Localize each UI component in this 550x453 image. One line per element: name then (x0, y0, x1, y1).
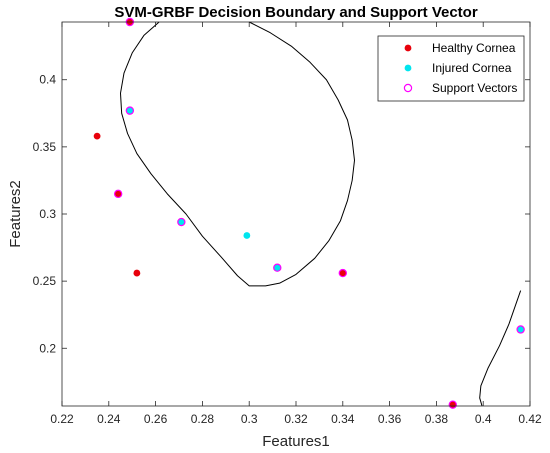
injured-cornea-point-5 (517, 326, 525, 333)
injured-cornea-point-2 (177, 218, 185, 226)
support-vectors-point-5 (273, 263, 282, 272)
decision-boundary-segment-2 (479, 290, 522, 407)
healthy-cornea-point-2 (93, 132, 101, 140)
healthy-cornea-point-3 (114, 190, 122, 198)
y-tick-label: 0.25 (33, 274, 57, 288)
legend-marker-injured-cornea (404, 64, 412, 72)
y-axis-label: Features2 (7, 180, 24, 248)
support-vectors-point-2 (125, 106, 135, 115)
legend-label-injured-cornea: Injured Cornea (432, 61, 512, 75)
x-tick-label: 0.42 (518, 412, 542, 426)
x-tick-label: 0.36 (378, 412, 402, 426)
y-tick-label: 0.3 (39, 207, 56, 221)
x-tick-label: 0.3 (241, 412, 258, 426)
y-tick-label: 0.4 (39, 73, 56, 87)
injured-cornea-point-1 (126, 107, 134, 115)
x-tick-label: 0.4 (475, 412, 492, 426)
x-tick-label: 0.34 (331, 412, 355, 426)
x-tick-label: 0.32 (284, 412, 308, 426)
x-tick-label: 0.22 (50, 412, 74, 426)
support-vectors-point-6 (338, 268, 347, 278)
legend-marker-support-vectors (403, 83, 413, 93)
chart-title: SVM-GRBF Decision Boundary and Support V… (114, 4, 478, 21)
y-tick-label: 0.35 (33, 140, 57, 154)
support-vectors-point-7 (448, 400, 457, 409)
x-tick-label: 0.26 (144, 412, 168, 426)
support-vectors-point-4 (177, 217, 186, 227)
x-axis-ticks: 0.22 0.24 0.26 0.28 0.3 0.32 0.34 0.36 0.38 0.4 0.… (50, 22, 542, 426)
injured-cornea-point-4 (273, 264, 281, 272)
legend-box (377, 35, 525, 102)
healthy-cornea-point-5 (339, 269, 347, 277)
legend-marker-healthy-cornea (404, 44, 412, 52)
x-tick-label: 0.24 (97, 412, 121, 426)
y-axis-ticks: 0.2 0.25 0.3 0.35 0.4 (33, 73, 530, 355)
x-axis-label: Features1 (262, 433, 330, 450)
y-tick-label: 0.2 (39, 341, 56, 355)
decision-boundary (120, 21, 522, 407)
healthy-cornea-point-4 (133, 269, 141, 277)
support-vectors-point-3 (113, 189, 123, 199)
x-tick-label: 0.28 (191, 412, 215, 426)
decision-boundary-segment-1 (120, 21, 355, 287)
injured-cornea-point-3 (243, 232, 251, 239)
support-vectors-point-8 (516, 325, 525, 334)
x-tick-label: 0.38 (425, 412, 449, 426)
legend: Healthy Cornea Injured Cornea Support Vect… (377, 35, 525, 102)
legend-label-support-vectors: Support Vectors (432, 81, 517, 95)
legend-label-healthy-cornea: Healthy Cornea (432, 41, 516, 55)
